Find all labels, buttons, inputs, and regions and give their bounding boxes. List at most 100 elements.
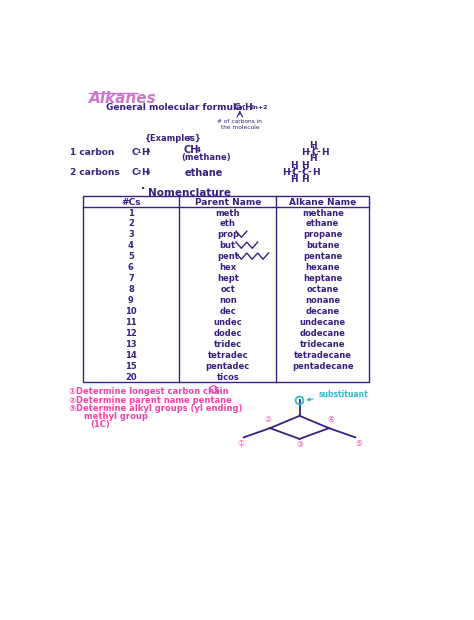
Text: Determine longest carbon chain: Determine longest carbon chain <box>76 388 229 396</box>
Text: H: H <box>310 141 317 149</box>
Text: decane: decane <box>306 307 340 316</box>
Text: ①: ① <box>237 439 244 448</box>
Text: -: - <box>297 169 301 177</box>
Text: H: H <box>141 169 148 177</box>
Text: Determine parent name pentane: Determine parent name pentane <box>76 396 232 405</box>
Text: -: - <box>287 169 291 177</box>
Text: C: C <box>234 103 240 112</box>
Text: 1: 1 <box>128 208 134 218</box>
Text: 6: 6 <box>146 170 150 175</box>
Bar <box>82 196 369 382</box>
Text: ethane: ethane <box>306 219 339 228</box>
Text: hexane: hexane <box>306 264 340 272</box>
Text: 2: 2 <box>137 170 141 175</box>
Text: dodecane: dodecane <box>300 329 346 338</box>
Text: C: C <box>131 148 138 157</box>
Text: propane: propane <box>303 231 342 239</box>
Text: H: H <box>290 175 298 184</box>
Text: #Cs: #Cs <box>121 198 141 206</box>
Text: -: - <box>317 148 320 157</box>
Text: pent: pent <box>217 252 239 261</box>
Text: undecane: undecane <box>300 318 346 327</box>
Text: hex: hex <box>219 264 237 272</box>
Text: 1 carbon: 1 carbon <box>70 148 115 157</box>
Text: pentane: pentane <box>303 252 342 261</box>
Text: tridec: tridec <box>214 340 242 348</box>
Text: eth: eth <box>220 219 236 228</box>
Text: tetradecane: tetradecane <box>294 351 352 360</box>
Text: methyl group: methyl group <box>84 412 148 421</box>
Text: 1: 1 <box>137 149 141 154</box>
Text: meth: meth <box>216 208 240 218</box>
Text: methane: methane <box>302 208 344 218</box>
Text: octane: octane <box>307 285 339 294</box>
Text: General molecular formula:: General molecular formula: <box>106 103 249 112</box>
Text: 2: 2 <box>128 219 134 228</box>
Text: substituant: substituant <box>307 390 369 401</box>
Text: Nomenclature: Nomenclature <box>148 188 231 198</box>
Text: H: H <box>310 154 317 164</box>
Text: ③: ③ <box>296 440 303 450</box>
Text: ⑤: ⑤ <box>355 439 362 448</box>
Text: ②: ② <box>69 396 76 405</box>
Text: dodec: dodec <box>214 329 242 338</box>
Text: C: C <box>131 169 138 177</box>
Text: 11: 11 <box>125 318 137 327</box>
Text: 4: 4 <box>128 241 134 250</box>
Text: 3: 3 <box>128 231 134 239</box>
Text: H: H <box>301 161 309 171</box>
Text: ①: ① <box>69 388 76 396</box>
Text: pentadecane: pentadecane <box>292 361 354 371</box>
Text: 7: 7 <box>128 274 134 283</box>
Text: tetradec: tetradec <box>208 351 248 360</box>
Text: H: H <box>244 103 251 112</box>
Text: 2 carbons: 2 carbons <box>70 169 120 177</box>
Text: Determine alkyl groups (yl ending): Determine alkyl groups (yl ending) <box>76 404 243 414</box>
Text: 8: 8 <box>128 285 134 294</box>
Text: butane: butane <box>306 241 339 250</box>
Text: .: . <box>141 180 145 191</box>
Text: ethane: ethane <box>185 169 223 179</box>
Text: 12: 12 <box>125 329 137 338</box>
Text: H: H <box>312 169 319 177</box>
Text: but: but <box>220 241 236 250</box>
Text: 15: 15 <box>125 361 137 371</box>
Text: 10: 10 <box>125 307 137 316</box>
Text: 20: 20 <box>125 373 137 381</box>
Text: oct: oct <box>220 285 235 294</box>
Text: heptane: heptane <box>303 274 342 283</box>
Text: undec: undec <box>213 318 242 327</box>
Text: H: H <box>141 148 148 157</box>
Text: C: C <box>292 169 298 177</box>
Text: tridecane: tridecane <box>300 340 346 348</box>
Text: H: H <box>321 148 329 157</box>
Text: CH: CH <box>183 145 199 155</box>
Text: pentadec: pentadec <box>206 361 250 371</box>
Text: 5: 5 <box>211 388 220 396</box>
Text: 2n+2: 2n+2 <box>249 105 268 110</box>
Text: nonane: nonane <box>305 296 340 305</box>
Text: prop: prop <box>217 231 239 239</box>
Text: Alkane Name: Alkane Name <box>289 198 356 206</box>
Text: # of carbons in
the molecule: # of carbons in the molecule <box>218 119 262 130</box>
Text: 6: 6 <box>128 264 134 272</box>
Text: H: H <box>282 169 289 177</box>
Text: 4: 4 <box>146 149 150 154</box>
Text: ③: ③ <box>69 404 76 414</box>
Text: H: H <box>290 161 298 171</box>
Text: -: - <box>307 169 311 177</box>
Text: H: H <box>301 175 309 184</box>
Text: C: C <box>302 169 309 177</box>
Text: 13: 13 <box>125 340 137 348</box>
Text: {Examples}: {Examples} <box>145 135 201 143</box>
Text: 5: 5 <box>128 252 134 261</box>
Text: H: H <box>301 148 309 157</box>
Text: Parent Name: Parent Name <box>195 198 261 206</box>
Text: ④: ④ <box>328 415 335 423</box>
Text: C: C <box>311 148 318 157</box>
Text: dec: dec <box>219 307 236 316</box>
Text: 2: 2 <box>188 136 191 141</box>
Text: (methane): (methane) <box>181 153 230 162</box>
Text: (1C): (1C) <box>90 420 110 428</box>
Text: ticos: ticos <box>217 373 239 381</box>
